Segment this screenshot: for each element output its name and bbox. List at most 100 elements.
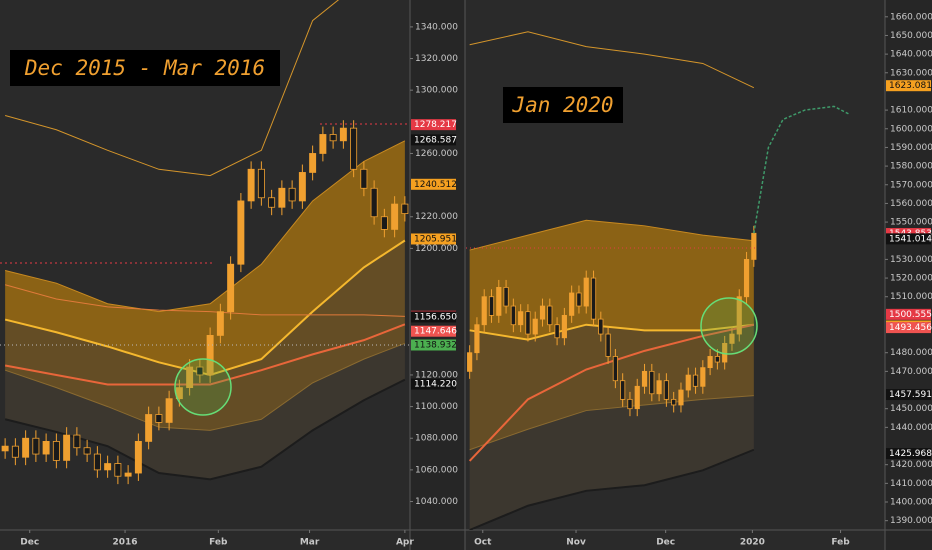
y-tick-label: 1060.000 (415, 465, 458, 475)
x-tick-label: Dec (656, 538, 675, 548)
band-line (5, 140, 406, 313)
y-tick-label: 1410.000 (890, 479, 932, 489)
band-line (469, 395, 754, 451)
candle-body (590, 277, 597, 320)
y-tick-label: 1570.000 (890, 180, 932, 190)
price-badge-label: 1493.456 (889, 323, 932, 333)
candle-body (206, 335, 214, 376)
price-badge (886, 389, 931, 401)
candle-body (656, 380, 662, 395)
title-box (10, 50, 280, 86)
band-line (4, 0, 340, 177)
candle-body (391, 203, 399, 230)
candle-body (561, 314, 567, 339)
candle-body (474, 324, 480, 354)
y-tick-label: 1480.000 (890, 348, 932, 358)
y-tick-label: 1040.000 (415, 497, 458, 507)
candle-body (612, 356, 618, 382)
x-tick-label: Oct (474, 538, 492, 548)
band-fill (469, 395, 754, 530)
projection-line (753, 105, 849, 234)
y-tick-label: 1590.000 (890, 143, 932, 153)
price-badge-label: 1147.646 (414, 327, 457, 337)
candle-body (678, 389, 684, 406)
chart-title: Jan 2020 (511, 93, 613, 117)
candle-body (227, 263, 235, 313)
band-line (4, 284, 405, 317)
y-tick-label: 1520.000 (890, 274, 932, 284)
candle-body (216, 311, 224, 336)
candle-body (729, 333, 735, 344)
candle-body (278, 187, 286, 208)
candle-body (707, 356, 713, 369)
candle-body (124, 472, 132, 477)
y-tick-label: 1470.000 (890, 367, 932, 377)
candle-body (247, 168, 255, 202)
candle-body (685, 374, 691, 391)
x-tick-label: Feb (209, 538, 228, 548)
candle-body (42, 441, 50, 455)
price-badge (411, 378, 456, 390)
candle-body (525, 311, 531, 335)
y-tick-label: 1320.000 (415, 54, 458, 64)
candle-body (641, 370, 648, 387)
y-tick-label: 1660.000 (890, 12, 932, 22)
candle-body (268, 197, 276, 208)
candle-body (155, 414, 163, 423)
band-fill (469, 324, 754, 450)
candle-body (298, 172, 306, 202)
candle-body (380, 216, 388, 230)
band-fill (5, 240, 405, 431)
price-badge (886, 448, 931, 460)
x-tick-label: Dec (20, 538, 39, 548)
x-tick-label: Nov (566, 538, 586, 548)
price-badge-label: 1114.220 (414, 380, 457, 390)
candle-body (22, 437, 30, 458)
candle-body (339, 127, 347, 142)
y-tick-label: 1530.000 (890, 255, 932, 265)
candle-body (598, 318, 604, 335)
price-badge (411, 339, 456, 351)
price-badge-label: 1541.014 (889, 234, 932, 244)
price-badge (411, 134, 456, 146)
band-line (469, 448, 755, 530)
price-badge-label: 1457.591 (889, 390, 932, 400)
candle-body (350, 127, 358, 170)
candle-body (73, 434, 81, 449)
candle-body (503, 286, 509, 307)
price-badge (411, 325, 456, 337)
candle-body (11, 445, 19, 458)
candle-body (237, 200, 245, 265)
y-tick-label: 1640.000 (890, 50, 932, 60)
y-tick-label: 1440.000 (890, 423, 932, 433)
y-tick-label: 1600.000 (890, 124, 932, 134)
candle-body (518, 311, 524, 326)
candle-body (663, 380, 669, 400)
candle-body (620, 380, 626, 400)
candle-body (576, 292, 582, 307)
y-tick-label: 1390.000 (890, 516, 932, 526)
candle-body (671, 398, 677, 406)
candle-body (63, 434, 71, 461)
candle-body (1, 445, 9, 452)
price-badge-label: 1425.968 (889, 449, 932, 459)
candle-body (257, 168, 265, 199)
price-badge (886, 308, 931, 320)
chart-title: Dec 2015 - Mar 2016 (24, 56, 265, 80)
title-box (503, 87, 623, 123)
candle-body (165, 398, 173, 423)
price-badge-label: 1268.587 (414, 135, 457, 145)
y-tick-label: 1220.000 (415, 212, 458, 222)
candle-body (700, 367, 706, 387)
candle-body (692, 374, 699, 387)
price-badge (411, 178, 456, 190)
y-tick-label: 1260.000 (415, 149, 458, 159)
y-tick-label: 1340.000 (415, 22, 458, 32)
candle-body (510, 305, 516, 326)
y-tick-label: 1120.000 (415, 370, 458, 380)
candle-body (32, 437, 40, 455)
y-tick-label: 1450.000 (890, 404, 932, 414)
x-tick-label: Apr (396, 538, 414, 548)
candle-body (329, 134, 337, 142)
